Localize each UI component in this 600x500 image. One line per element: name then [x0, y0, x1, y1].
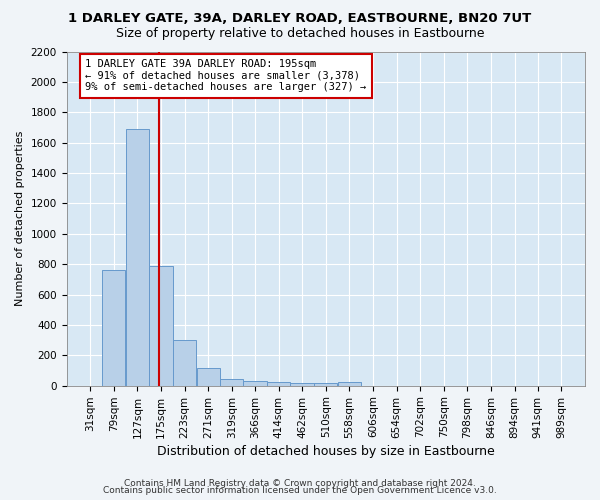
Bar [314, 382, 337, 386]
Bar [220, 379, 244, 386]
Bar [149, 266, 173, 386]
X-axis label: Distribution of detached houses by size in Eastbourne: Distribution of detached houses by size … [157, 444, 494, 458]
Text: Contains public sector information licensed under the Open Government Licence v3: Contains public sector information licen… [103, 486, 497, 495]
Bar [102, 270, 125, 386]
Bar [125, 129, 149, 386]
Bar [290, 382, 314, 386]
Y-axis label: Number of detached properties: Number of detached properties [15, 131, 25, 306]
Bar [338, 382, 361, 386]
Text: Contains HM Land Registry data © Crown copyright and database right 2024.: Contains HM Land Registry data © Crown c… [124, 478, 476, 488]
Bar [267, 382, 290, 386]
Bar [173, 340, 196, 386]
Bar [197, 368, 220, 386]
Text: 1 DARLEY GATE, 39A, DARLEY ROAD, EASTBOURNE, BN20 7UT: 1 DARLEY GATE, 39A, DARLEY ROAD, EASTBOU… [68, 12, 532, 26]
Text: 1 DARLEY GATE 39A DARLEY ROAD: 195sqm
← 91% of detached houses are smaller (3,37: 1 DARLEY GATE 39A DARLEY ROAD: 195sqm ← … [85, 59, 367, 92]
Bar [243, 381, 266, 386]
Text: Size of property relative to detached houses in Eastbourne: Size of property relative to detached ho… [116, 28, 484, 40]
